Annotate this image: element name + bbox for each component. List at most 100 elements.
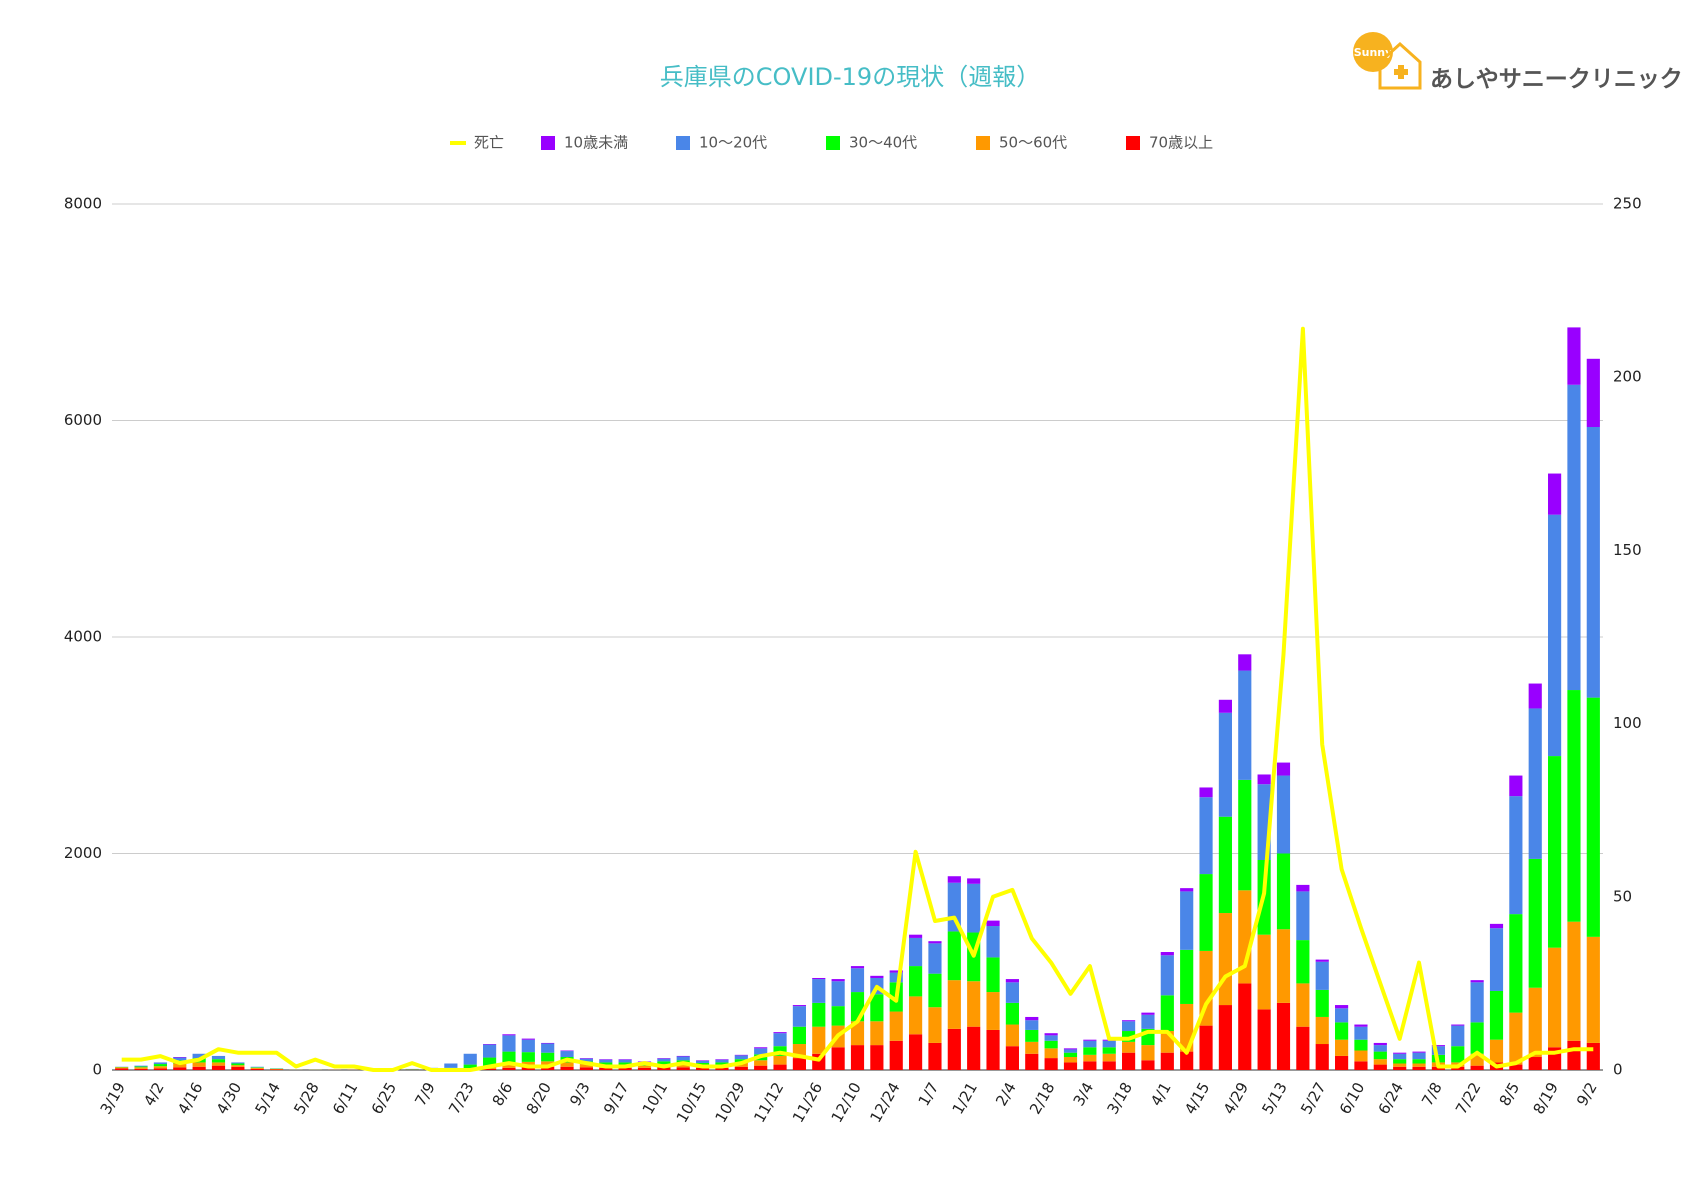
- bar-segment: [1238, 983, 1251, 1070]
- bar-segment: [1006, 979, 1019, 982]
- bar-segment: [1045, 1048, 1058, 1058]
- bar-segment: [599, 1059, 612, 1060]
- bar-segment: [870, 1045, 883, 1070]
- bar-segment: [1141, 1060, 1154, 1070]
- bar-segment: [890, 1041, 903, 1070]
- bar-segment: [1354, 1061, 1367, 1070]
- legend-swatch: [676, 136, 690, 150]
- bar-segment: [1587, 1043, 1600, 1070]
- bar-segment: [1277, 763, 1290, 776]
- bar-segment: [1238, 671, 1251, 780]
- bar-segment: [1219, 817, 1232, 913]
- bar-segment: [851, 966, 864, 968]
- x-tick-label: 10/15: [673, 1079, 710, 1125]
- bar-segment: [948, 1029, 961, 1070]
- bar-segment: [502, 1035, 515, 1051]
- bar-segment: [193, 1067, 206, 1070]
- bar-segment: [251, 1068, 264, 1069]
- bar-segment: [1354, 1040, 1367, 1051]
- bar-segment: [638, 1066, 651, 1068]
- bar-segment: [522, 1040, 535, 1052]
- bar-segment: [696, 1060, 709, 1061]
- bar-segment: [735, 1067, 748, 1070]
- bar-segment: [1335, 1005, 1348, 1008]
- bar-segment: [1509, 776, 1522, 797]
- bar-segment: [1587, 698, 1600, 937]
- legend-label: 70歳以上: [1149, 134, 1213, 152]
- bar-segment: [1141, 1013, 1154, 1015]
- bar-segment: [522, 1052, 535, 1062]
- bar-segment: [1548, 756, 1561, 948]
- bar-segment: [193, 1062, 206, 1066]
- chart-title: 兵庫県のCOVID-19の現状（週報）: [660, 63, 1040, 91]
- legend-swatch: [450, 141, 466, 145]
- bar-segment: [1238, 780, 1251, 890]
- bar-segment: [1529, 1057, 1542, 1070]
- x-tick-label: 6/25: [368, 1079, 400, 1117]
- bar-segment: [754, 1047, 767, 1048]
- bar-segment: [1103, 1047, 1116, 1053]
- y-tick-label: 4000: [64, 628, 102, 646]
- bar-segment: [1316, 962, 1329, 990]
- bar-segment: [1277, 854, 1290, 930]
- bar-segment: [1374, 1045, 1387, 1051]
- bar-segment: [1471, 1066, 1484, 1070]
- x-tick-label: 3/19: [97, 1079, 129, 1117]
- bar-segment: [1296, 983, 1309, 1026]
- x-tick-label: 8/20: [523, 1079, 555, 1117]
- bar-segment: [1335, 1056, 1348, 1070]
- bar-segment: [1451, 1026, 1464, 1047]
- y2-tick-label: 250: [1613, 195, 1642, 213]
- bar-segment: [1064, 1048, 1077, 1049]
- bar-segment: [1548, 948, 1561, 1048]
- bar-segment: [1161, 1053, 1174, 1070]
- bar-segment: [657, 1059, 670, 1062]
- bar-segment: [890, 1012, 903, 1041]
- bar-segment: [502, 1034, 515, 1035]
- legend-label: 50〜60代: [999, 134, 1067, 152]
- bar-segment: [619, 1060, 632, 1063]
- bar-segment: [1412, 1064, 1425, 1067]
- x-tick-label: 9/17: [600, 1079, 632, 1117]
- bar-segment: [115, 1068, 128, 1070]
- bar-segment: [1509, 1013, 1522, 1065]
- bar-segment: [986, 1030, 999, 1070]
- bar-segment: [948, 876, 961, 882]
- bar-segment: [1490, 924, 1503, 928]
- bar-segment: [870, 1021, 883, 1045]
- bar-segment: [1567, 690, 1580, 922]
- x-tick-label: 7/9: [411, 1079, 439, 1109]
- bar-segment: [464, 1054, 477, 1065]
- bar-segment: [1316, 1017, 1329, 1044]
- y-tick-label: 2000: [64, 844, 102, 862]
- bar-segment: [270, 1069, 283, 1070]
- line-series: [122, 329, 1594, 1070]
- bar-segment: [1335, 1040, 1348, 1056]
- x-tick-label: 3/4: [1070, 1079, 1098, 1109]
- bar-segment: [541, 1043, 554, 1044]
- bar-segment: [1374, 1052, 1387, 1060]
- logo: Sunny あしやサニークリニック: [1353, 32, 1683, 93]
- bar-segment: [173, 1057, 186, 1058]
- bar-segment: [1161, 995, 1174, 1031]
- legend-label: 30〜40代: [849, 134, 917, 152]
- bar-segment: [986, 957, 999, 992]
- bar-segment: [134, 1067, 147, 1069]
- bar-segment: [1141, 1015, 1154, 1029]
- bar-segment: [1083, 1040, 1096, 1041]
- bar-segment: [967, 884, 980, 933]
- bar-segment: [1548, 474, 1561, 515]
- x-tick-label: 2/4: [992, 1079, 1020, 1109]
- legend-label: 10〜20代: [699, 134, 767, 152]
- bar-segment: [580, 1067, 593, 1070]
- bar-segment: [909, 1034, 922, 1070]
- x-tick-label: 4/2: [140, 1079, 168, 1109]
- bar-segment: [677, 1056, 690, 1057]
- bar-segment: [1296, 885, 1309, 891]
- x-tick-label: 3/18: [1104, 1079, 1136, 1117]
- bar-segment: [1006, 1003, 1019, 1025]
- x-tick-label: 9/3: [566, 1079, 594, 1109]
- bar-segment: [212, 1056, 225, 1059]
- bar-segment: [986, 921, 999, 926]
